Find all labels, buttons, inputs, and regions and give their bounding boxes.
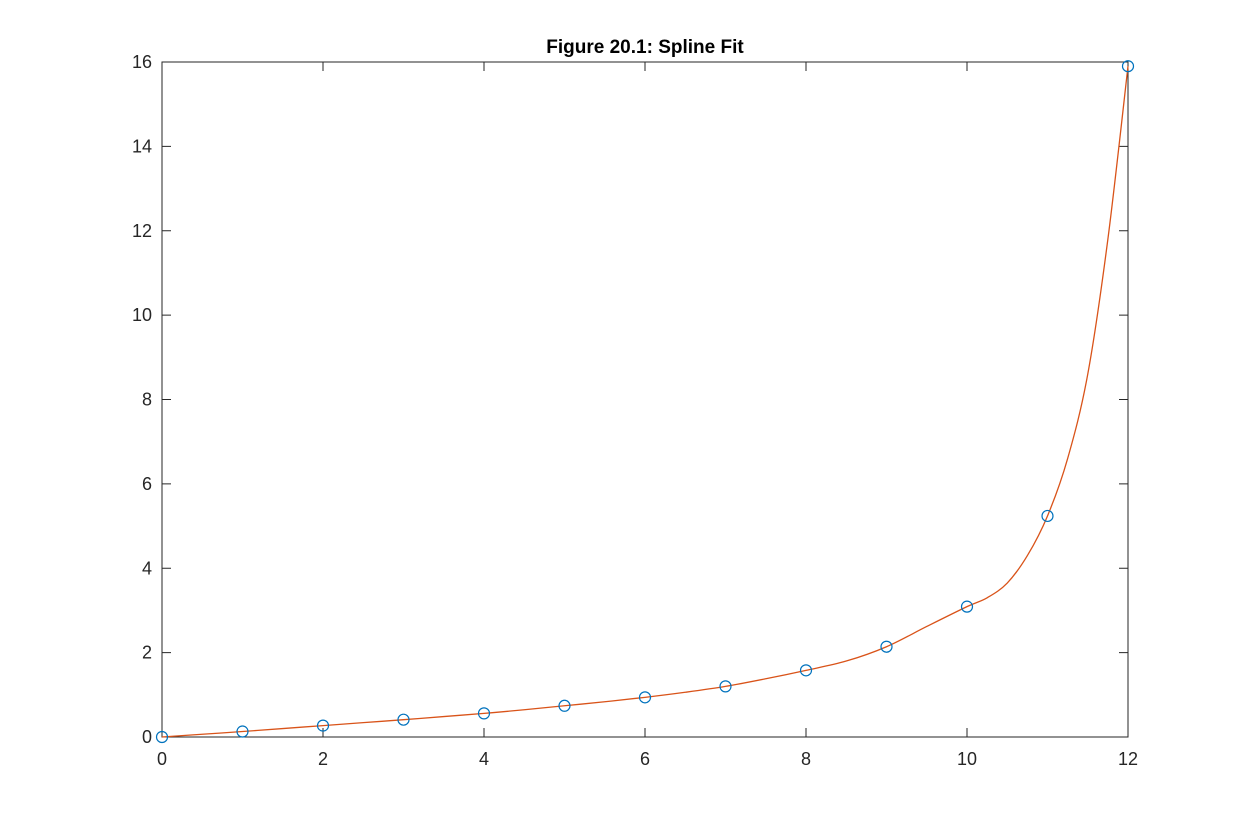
y-tick-label: 10	[132, 305, 152, 325]
data-point	[155, 730, 169, 744]
x-tick-label: 4	[479, 749, 489, 769]
y-tick-label: 8	[142, 390, 152, 410]
axes-box	[161, 61, 1129, 738]
x-tick-label: 8	[801, 749, 811, 769]
data-point	[799, 664, 813, 677]
chart-title: Figure 20.1: Spline Fit	[546, 37, 744, 58]
data-point	[558, 699, 571, 712]
y-tick-label: 16	[132, 52, 152, 72]
x-tick-label: 2	[318, 749, 328, 769]
data-point	[477, 707, 491, 720]
y-tick-label: 12	[132, 221, 152, 241]
data-point	[236, 725, 249, 738]
y-tick-label: 0	[142, 727, 152, 747]
data-point	[397, 713, 410, 726]
data-point	[719, 680, 732, 693]
data-point	[1121, 60, 1135, 73]
x-tick-label: 6	[640, 749, 650, 769]
x-tick-label: 12	[1118, 749, 1138, 769]
data-point	[960, 600, 974, 613]
spline-fit-line	[161, 66, 1129, 738]
data-point	[1041, 509, 1054, 523]
data-point	[316, 719, 330, 732]
y-tick-label: 14	[132, 136, 152, 156]
x-tick-label: 10	[957, 749, 977, 769]
data-point	[638, 691, 652, 704]
series-layer	[155, 60, 1135, 744]
plot-area	[161, 61, 1129, 738]
y-tick-label: 6	[142, 474, 152, 494]
y-tick-label: 4	[142, 558, 152, 578]
data-point	[880, 640, 893, 653]
axis-ticks: 0 2 4 6 8 10 12 0 2 4 6 8 10 12 14 16	[132, 52, 1138, 769]
x-tick-label: 0	[157, 749, 167, 769]
y-tick-label: 2	[142, 643, 152, 663]
